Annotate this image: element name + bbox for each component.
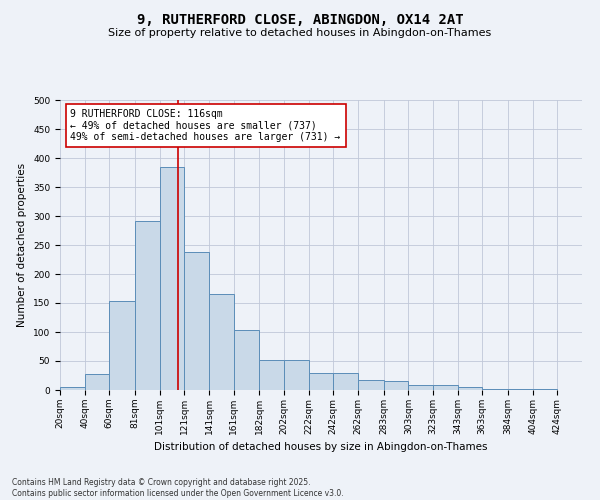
Text: 9, RUTHERFORD CLOSE, ABINGDON, OX14 2AT: 9, RUTHERFORD CLOSE, ABINGDON, OX14 2AT	[137, 12, 463, 26]
Bar	[284, 360, 308, 390]
Text: Size of property relative to detached houses in Abingdon-on-Thames: Size of property relative to detached ho…	[109, 28, 491, 38]
Bar	[233, 330, 259, 390]
Bar	[209, 294, 233, 390]
Bar	[109, 302, 135, 390]
Bar	[409, 386, 433, 390]
Text: 9 RUTHERFORD CLOSE: 116sqm
← 49% of detached houses are smaller (737)
49% of sem: 9 RUTHERFORD CLOSE: 116sqm ← 49% of deta…	[70, 108, 341, 142]
Bar	[458, 387, 482, 390]
Bar	[308, 372, 334, 390]
Text: Contains HM Land Registry data © Crown copyright and database right 2025.
Contai: Contains HM Land Registry data © Crown c…	[12, 478, 344, 498]
Bar	[334, 372, 358, 390]
Bar	[135, 221, 160, 390]
Text: Distribution of detached houses by size in Abingdon-on-Thames: Distribution of detached houses by size …	[154, 442, 488, 452]
Bar	[358, 380, 384, 390]
Bar	[184, 252, 209, 390]
Bar	[85, 374, 109, 390]
Bar	[508, 389, 533, 390]
Y-axis label: Number of detached properties: Number of detached properties	[17, 163, 28, 327]
Bar	[482, 389, 508, 390]
Bar	[259, 360, 284, 390]
Bar	[384, 382, 409, 390]
Bar	[160, 168, 184, 390]
Bar	[60, 387, 85, 390]
Bar	[433, 386, 458, 390]
